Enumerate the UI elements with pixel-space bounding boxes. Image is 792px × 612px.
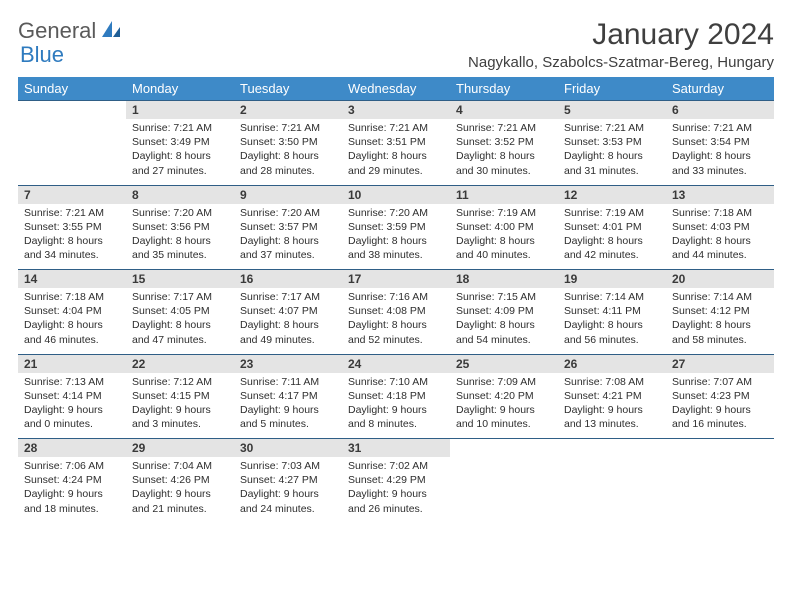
weekday-header-row: Sunday Monday Tuesday Wednesday Thursday… bbox=[18, 77, 774, 101]
day-number-cell: 17 bbox=[342, 270, 450, 289]
day-number-cell bbox=[450, 439, 558, 458]
day-content-row: Sunrise: 7:13 AMSunset: 4:14 PMDaylight:… bbox=[18, 373, 774, 439]
day-number-cell: 6 bbox=[666, 101, 774, 120]
day-content-cell: Sunrise: 7:09 AMSunset: 4:20 PMDaylight:… bbox=[450, 373, 558, 439]
day-content-cell: Sunrise: 7:03 AMSunset: 4:27 PMDaylight:… bbox=[234, 457, 342, 523]
day-content-cell: Sunrise: 7:11 AMSunset: 4:17 PMDaylight:… bbox=[234, 373, 342, 439]
day-content-cell: Sunrise: 7:21 AMSunset: 3:52 PMDaylight:… bbox=[450, 119, 558, 185]
day-number-cell: 20 bbox=[666, 270, 774, 289]
day-number-cell: 16 bbox=[234, 270, 342, 289]
day-content-cell: Sunrise: 7:20 AMSunset: 3:57 PMDaylight:… bbox=[234, 204, 342, 270]
day-number-cell: 28 bbox=[18, 439, 126, 458]
weekday-thu: Thursday bbox=[450, 77, 558, 101]
day-content-row: Sunrise: 7:21 AMSunset: 3:55 PMDaylight:… bbox=[18, 204, 774, 270]
logo-text-blue: Blue bbox=[20, 42, 64, 67]
day-content-cell: Sunrise: 7:17 AMSunset: 4:07 PMDaylight:… bbox=[234, 288, 342, 354]
day-content-cell: Sunrise: 7:13 AMSunset: 4:14 PMDaylight:… bbox=[18, 373, 126, 439]
logo-sail-icon bbox=[100, 19, 122, 44]
day-number-cell: 18 bbox=[450, 270, 558, 289]
day-content-cell bbox=[666, 457, 774, 523]
day-number-cell bbox=[558, 439, 666, 458]
day-content-cell: Sunrise: 7:18 AMSunset: 4:04 PMDaylight:… bbox=[18, 288, 126, 354]
day-content-cell: Sunrise: 7:21 AMSunset: 3:51 PMDaylight:… bbox=[342, 119, 450, 185]
day-content-cell: Sunrise: 7:20 AMSunset: 3:59 PMDaylight:… bbox=[342, 204, 450, 270]
day-number-cell: 29 bbox=[126, 439, 234, 458]
day-content-cell: Sunrise: 7:21 AMSunset: 3:54 PMDaylight:… bbox=[666, 119, 774, 185]
daynum-row: 21222324252627 bbox=[18, 354, 774, 373]
day-content-cell bbox=[18, 119, 126, 185]
day-content-cell: Sunrise: 7:21 AMSunset: 3:55 PMDaylight:… bbox=[18, 204, 126, 270]
weekday-tue: Tuesday bbox=[234, 77, 342, 101]
weekday-sat: Saturday bbox=[666, 77, 774, 101]
day-content-cell: Sunrise: 7:06 AMSunset: 4:24 PMDaylight:… bbox=[18, 457, 126, 523]
day-content-cell: Sunrise: 7:18 AMSunset: 4:03 PMDaylight:… bbox=[666, 204, 774, 270]
weekday-wed: Wednesday bbox=[342, 77, 450, 101]
day-content-cell: Sunrise: 7:14 AMSunset: 4:12 PMDaylight:… bbox=[666, 288, 774, 354]
day-content-row: Sunrise: 7:18 AMSunset: 4:04 PMDaylight:… bbox=[18, 288, 774, 354]
title-block: January 2024 Nagykallo, Szabolcs-Szatmar… bbox=[468, 18, 774, 71]
day-content-cell: Sunrise: 7:21 AMSunset: 3:53 PMDaylight:… bbox=[558, 119, 666, 185]
day-content-cell: Sunrise: 7:19 AMSunset: 4:01 PMDaylight:… bbox=[558, 204, 666, 270]
weekday-sun: Sunday bbox=[18, 77, 126, 101]
day-number-cell: 4 bbox=[450, 101, 558, 120]
day-content-row: Sunrise: 7:21 AMSunset: 3:49 PMDaylight:… bbox=[18, 119, 774, 185]
day-content-cell: Sunrise: 7:10 AMSunset: 4:18 PMDaylight:… bbox=[342, 373, 450, 439]
day-number-cell: 19 bbox=[558, 270, 666, 289]
daynum-row: 123456 bbox=[18, 101, 774, 120]
day-number-cell bbox=[18, 101, 126, 120]
day-content-cell: Sunrise: 7:21 AMSunset: 3:50 PMDaylight:… bbox=[234, 119, 342, 185]
day-number-cell: 12 bbox=[558, 185, 666, 204]
daynum-row: 78910111213 bbox=[18, 185, 774, 204]
day-number-cell: 1 bbox=[126, 101, 234, 120]
day-content-row: Sunrise: 7:06 AMSunset: 4:24 PMDaylight:… bbox=[18, 457, 774, 523]
day-number-cell: 14 bbox=[18, 270, 126, 289]
daynum-row: 28293031 bbox=[18, 439, 774, 458]
day-number-cell: 7 bbox=[18, 185, 126, 204]
day-number-cell: 24 bbox=[342, 354, 450, 373]
day-content-cell bbox=[450, 457, 558, 523]
day-content-cell: Sunrise: 7:17 AMSunset: 4:05 PMDaylight:… bbox=[126, 288, 234, 354]
day-number-cell: 5 bbox=[558, 101, 666, 120]
day-content-cell: Sunrise: 7:19 AMSunset: 4:00 PMDaylight:… bbox=[450, 204, 558, 270]
weekday-mon: Monday bbox=[126, 77, 234, 101]
day-number-cell: 9 bbox=[234, 185, 342, 204]
day-content-cell: Sunrise: 7:08 AMSunset: 4:21 PMDaylight:… bbox=[558, 373, 666, 439]
day-number-cell: 2 bbox=[234, 101, 342, 120]
day-number-cell: 8 bbox=[126, 185, 234, 204]
day-number-cell: 27 bbox=[666, 354, 774, 373]
logo: General bbox=[18, 18, 122, 44]
day-content-cell: Sunrise: 7:14 AMSunset: 4:11 PMDaylight:… bbox=[558, 288, 666, 354]
day-content-cell: Sunrise: 7:21 AMSunset: 3:49 PMDaylight:… bbox=[126, 119, 234, 185]
day-content-cell bbox=[558, 457, 666, 523]
day-number-cell: 31 bbox=[342, 439, 450, 458]
calendar-table: Sunday Monday Tuesday Wednesday Thursday… bbox=[18, 77, 774, 523]
day-number-cell: 25 bbox=[450, 354, 558, 373]
day-content-cell: Sunrise: 7:15 AMSunset: 4:09 PMDaylight:… bbox=[450, 288, 558, 354]
header: General January 2024 Nagykallo, Szabolcs… bbox=[18, 18, 774, 71]
day-number-cell: 15 bbox=[126, 270, 234, 289]
month-title: January 2024 bbox=[468, 18, 774, 52]
day-content-cell: Sunrise: 7:07 AMSunset: 4:23 PMDaylight:… bbox=[666, 373, 774, 439]
day-number-cell: 30 bbox=[234, 439, 342, 458]
location-text: Nagykallo, Szabolcs-Szatmar-Bereg, Hunga… bbox=[468, 54, 774, 71]
day-number-cell: 11 bbox=[450, 185, 558, 204]
day-number-cell: 26 bbox=[558, 354, 666, 373]
day-content-cell: Sunrise: 7:20 AMSunset: 3:56 PMDaylight:… bbox=[126, 204, 234, 270]
day-content-cell: Sunrise: 7:16 AMSunset: 4:08 PMDaylight:… bbox=[342, 288, 450, 354]
day-number-cell: 10 bbox=[342, 185, 450, 204]
day-number-cell: 23 bbox=[234, 354, 342, 373]
day-content-cell: Sunrise: 7:02 AMSunset: 4:29 PMDaylight:… bbox=[342, 457, 450, 523]
day-number-cell: 22 bbox=[126, 354, 234, 373]
day-number-cell bbox=[666, 439, 774, 458]
weekday-fri: Friday bbox=[558, 77, 666, 101]
daynum-row: 14151617181920 bbox=[18, 270, 774, 289]
logo-text-general: General bbox=[18, 18, 96, 44]
day-number-cell: 21 bbox=[18, 354, 126, 373]
day-number-cell: 3 bbox=[342, 101, 450, 120]
day-content-cell: Sunrise: 7:12 AMSunset: 4:15 PMDaylight:… bbox=[126, 373, 234, 439]
day-number-cell: 13 bbox=[666, 185, 774, 204]
day-content-cell: Sunrise: 7:04 AMSunset: 4:26 PMDaylight:… bbox=[126, 457, 234, 523]
